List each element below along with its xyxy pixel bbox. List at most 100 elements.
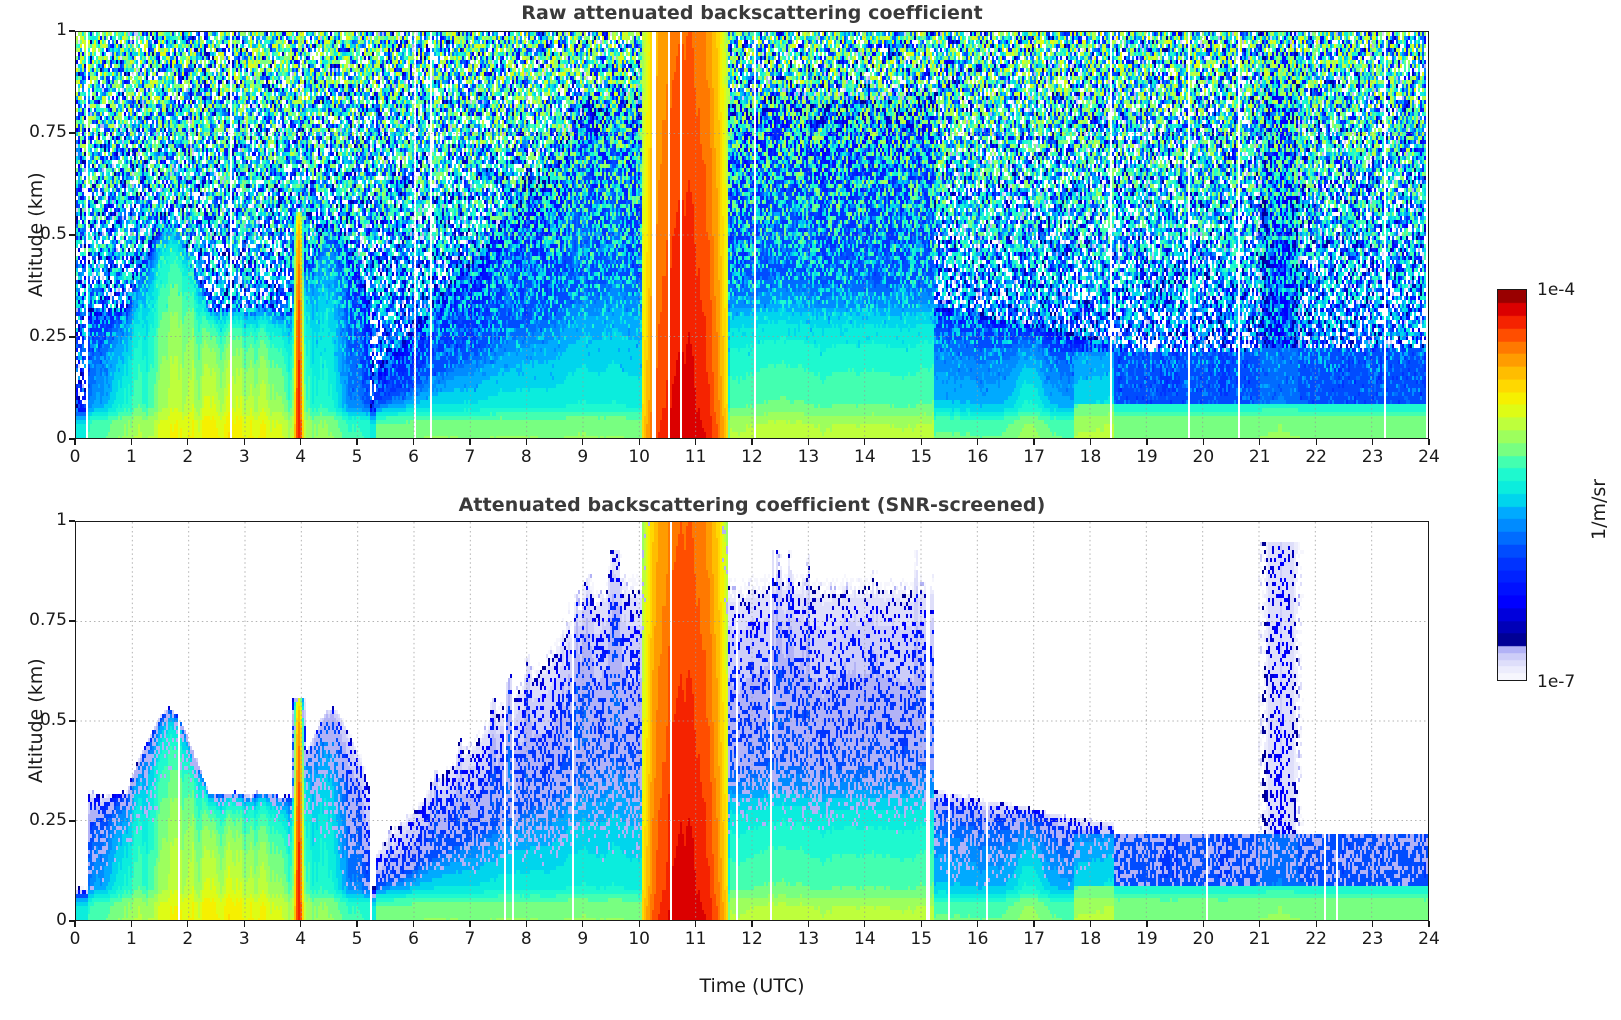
x-ticklabel-snr-12: 12 (741, 929, 763, 949)
x-ticklabel-raw-1: 1 (125, 447, 137, 467)
y-ticklabel-snr-0.25: 0.25 (29, 810, 67, 830)
x-ticklabel-snr-14: 14 (854, 929, 876, 949)
x-tick-raw-23 (1371, 439, 1374, 445)
x-tick-raw-24 (1428, 439, 1430, 445)
colorbar (1497, 289, 1527, 681)
x-ticklabel-raw-9: 9 (577, 447, 589, 467)
x-tick-snr-12 (751, 921, 753, 927)
y-ticklabel-snr-0.5: 0.5 (39, 710, 67, 730)
x-ticklabel-snr-9: 9 (577, 929, 589, 949)
y-ticklabel-snr-1: 1 (56, 510, 67, 530)
x-tick-snr-20 (1202, 921, 1204, 927)
x-tick-raw-3 (243, 439, 245, 445)
x-tick-snr-18 (1089, 921, 1092, 927)
x-tick-snr-5 (356, 921, 358, 927)
x-tick-raw-7 (469, 439, 471, 445)
colorbar-gradient (1497, 289, 1527, 681)
x-ticklabel-snr-7: 7 (464, 929, 476, 949)
x-ticklabel-snr-16: 16 (966, 929, 989, 949)
x-ticklabel-snr-3: 3 (238, 929, 250, 949)
x-tick-snr-4 (300, 921, 302, 927)
y-ticklabel-raw-1: 1 (56, 20, 67, 40)
x-tick-snr-22 (1315, 921, 1317, 927)
x-tick-snr-1 (130, 921, 133, 927)
x-ticklabel-raw-23: 23 (1361, 447, 1384, 467)
x-ticklabel-raw-4: 4 (295, 447, 307, 467)
x-ticklabel-snr-15: 15 (910, 929, 933, 949)
x-tick-raw-4 (300, 439, 302, 445)
colorbar-min-label: 1e-7 (1537, 672, 1576, 692)
x-ticklabel-snr-6: 6 (408, 929, 419, 949)
colorbar-unit-label: 1/m/sr (1588, 478, 1610, 540)
y-ticklabel-snr-0: 0 (56, 910, 67, 930)
x-ticklabel-raw-7: 7 (464, 447, 476, 467)
x-tick-snr-17 (1033, 921, 1035, 927)
x-tick-raw-8 (525, 439, 527, 445)
x-tick-snr-9 (582, 921, 584, 927)
x-ticklabel-raw-14: 14 (854, 447, 876, 467)
x-ticklabel-raw-22: 22 (1305, 447, 1327, 467)
x-ticklabel-snr-23: 23 (1361, 929, 1384, 949)
x-ticklabel-snr-4: 4 (295, 929, 307, 949)
x-tick-snr-10 (638, 921, 640, 927)
x-tick-raw-11 (694, 439, 697, 445)
x-ticklabel-raw-13: 13 (797, 447, 820, 467)
x-tick-raw-18 (1089, 439, 1092, 445)
x-ticklabel-raw-20: 20 (1192, 447, 1215, 467)
x-tick-raw-1 (130, 439, 133, 445)
x-ticklabel-raw-2: 2 (182, 447, 194, 467)
x-ticklabel-raw-10: 10 (628, 447, 650, 467)
y-tick-raw-0.5 (69, 234, 75, 236)
x-ticklabel-raw-17: 17 (1023, 447, 1045, 467)
x-ticklabel-snr-22: 22 (1305, 929, 1327, 949)
x-tick-raw-10 (638, 439, 640, 445)
x-tick-snr-21 (1259, 921, 1261, 927)
x-tick-raw-20 (1202, 439, 1204, 445)
x-tick-raw-19 (1146, 439, 1148, 445)
y-tick-snr-1 (69, 520, 75, 522)
x-tick-snr-23 (1371, 921, 1374, 927)
x-tick-raw-6 (412, 439, 415, 445)
x-ticklabel-snr-24: 24 (1418, 929, 1440, 949)
x-ticklabel-raw-19: 19 (1136, 447, 1158, 467)
x-tick-raw-2 (187, 439, 189, 445)
x-tick-snr-24 (1428, 921, 1430, 927)
x-ticklabel-snr-2: 2 (182, 929, 194, 949)
x-ticklabel-snr-11: 11 (684, 929, 707, 949)
x-ticklabel-snr-5: 5 (351, 929, 363, 949)
x-ticklabel-raw-0: 0 (69, 447, 81, 467)
heatmap-image-raw (76, 32, 1428, 438)
x-tick-snr-15 (920, 921, 922, 927)
x-tick-raw-13 (807, 439, 810, 445)
y-tick-snr-0.75 (69, 620, 75, 622)
x-tick-snr-19 (1146, 921, 1148, 927)
x-ticklabel-snr-20: 20 (1192, 929, 1215, 949)
y-tick-raw-1 (69, 30, 75, 32)
x-ticklabel-raw-5: 5 (351, 447, 363, 467)
colorbar-max-label: 1e-4 (1537, 280, 1576, 300)
x-ticklabel-raw-18: 18 (1079, 447, 1102, 467)
x-tick-snr-7 (469, 921, 471, 927)
x-ticklabel-raw-6: 6 (408, 447, 419, 467)
x-ticklabel-snr-21: 21 (1248, 929, 1271, 949)
x-ticklabel-snr-19: 19 (1136, 929, 1158, 949)
x-ticklabel-raw-3: 3 (238, 447, 250, 467)
x-tick-raw-16 (977, 439, 979, 445)
y-tick-snr-0 (69, 920, 75, 922)
x-ticklabel-raw-8: 8 (520, 447, 532, 467)
y-tick-raw-0 (69, 438, 75, 440)
panel-title-snr: Attenuated backscattering coefficient (S… (458, 494, 1046, 516)
x-tick-raw-17 (1033, 439, 1035, 445)
x-tick-raw-15 (920, 439, 922, 445)
y-tick-snr-0.25 (69, 820, 75, 822)
panel-title-raw: Raw attenuated backscattering coefficien… (521, 2, 983, 24)
x-tick-snr-13 (807, 921, 810, 927)
x-tick-raw-5 (356, 439, 358, 445)
y-ticklabel-raw-0.75: 0.75 (29, 122, 67, 142)
x-axis-label: Time (UTC) (699, 975, 805, 997)
x-ticklabel-raw-12: 12 (741, 447, 763, 467)
x-ticklabel-snr-1: 1 (125, 929, 137, 949)
x-ticklabel-snr-10: 10 (628, 929, 650, 949)
x-ticklabel-snr-0: 0 (69, 929, 81, 949)
colorbar-image (1498, 290, 1526, 680)
